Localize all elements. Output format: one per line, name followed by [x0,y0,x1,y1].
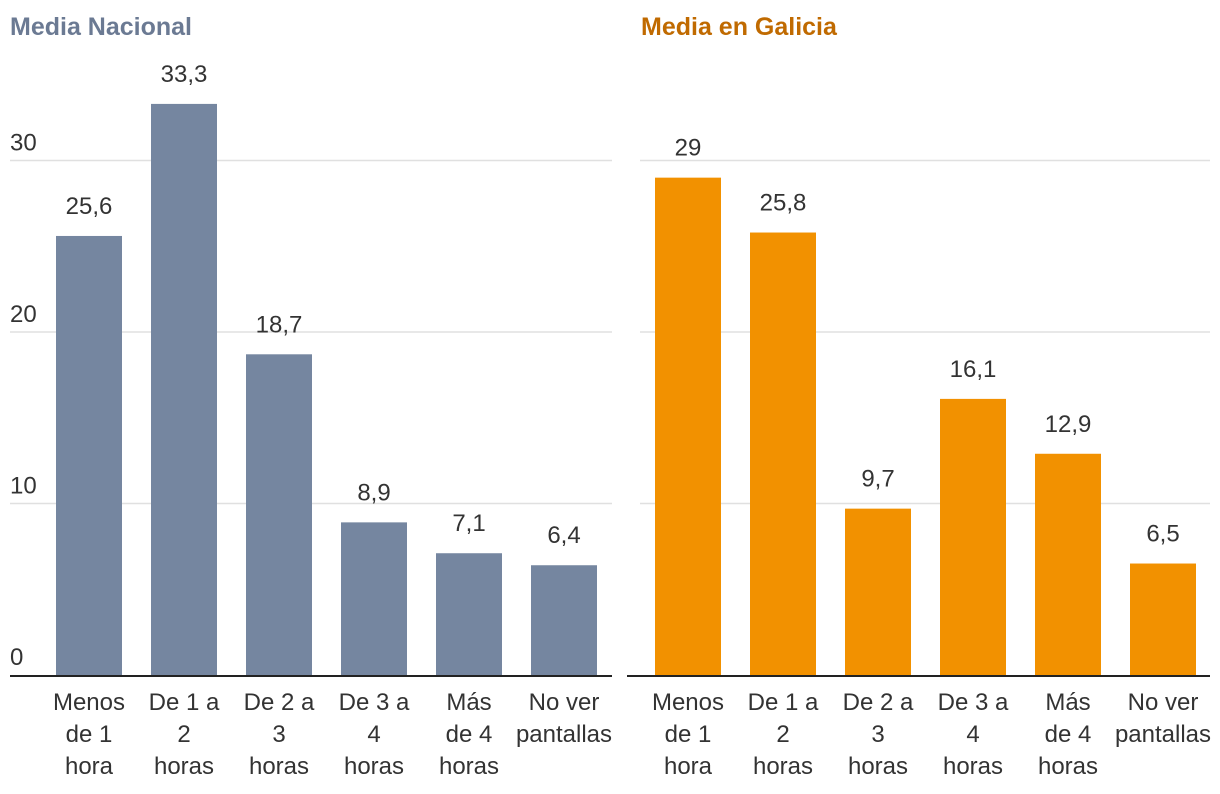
data-label: 25,6 [66,193,113,220]
data-label: 8,9 [357,479,390,506]
data-label: 33,3 [161,61,208,88]
data-label: 16,1 [950,356,997,383]
y-tick-label: 30 [10,130,37,157]
y-tick-label: 20 [10,301,37,328]
category-label: Menos de 1 hora [652,689,724,780]
data-label: 9,7 [861,466,894,493]
category-label: No ver pantallas [516,689,612,748]
chart-title: Media Nacional [10,13,192,41]
bar [531,565,597,675]
category-label: Más de 4 horas [439,689,499,780]
category-label: Menos de 1 hora [53,689,125,780]
bar [655,177,721,675]
bar [56,235,122,675]
category-label: De 2 a 3 horas [843,689,914,780]
bar [750,232,816,675]
data-label: 29 [675,135,702,162]
category-label: No ver pantallas [1115,689,1211,748]
bar [1130,563,1196,675]
category-label: De 1 a 2 horas [149,689,220,780]
data-label: 6,5 [1146,521,1179,548]
data-label: 25,8 [760,190,807,217]
bar [436,553,502,675]
data-label: 6,4 [547,522,580,549]
bar [940,398,1006,675]
data-label: 12,9 [1045,411,1092,438]
category-label: De 2 a 3 horas [244,689,315,780]
bar [151,103,217,675]
bar [1035,453,1101,675]
category-label: De 1 a 2 horas [748,689,819,780]
chart-panel-1: Media Nacional 0 10 20 30 25,6 Menos de 1 hora 33… [10,13,612,780]
chart-title: Media en Galicia [641,13,838,41]
bar [341,522,407,675]
category-label: De 3 a 4 horas [938,689,1009,780]
category-label: De 3 a 4 horas [339,689,410,780]
bar [246,354,312,675]
category-label: Más de 4 horas [1038,689,1098,780]
data-label: 7,1 [452,510,485,537]
y-tick-label: 10 [10,473,37,500]
chart-panel-2: Media en Galicia 29 Menos de 1 hora 25,8 De 1 … [627,13,1211,780]
bar [845,508,911,675]
data-label: 18,7 [256,311,303,338]
y-tick-label: 0 [10,644,23,671]
